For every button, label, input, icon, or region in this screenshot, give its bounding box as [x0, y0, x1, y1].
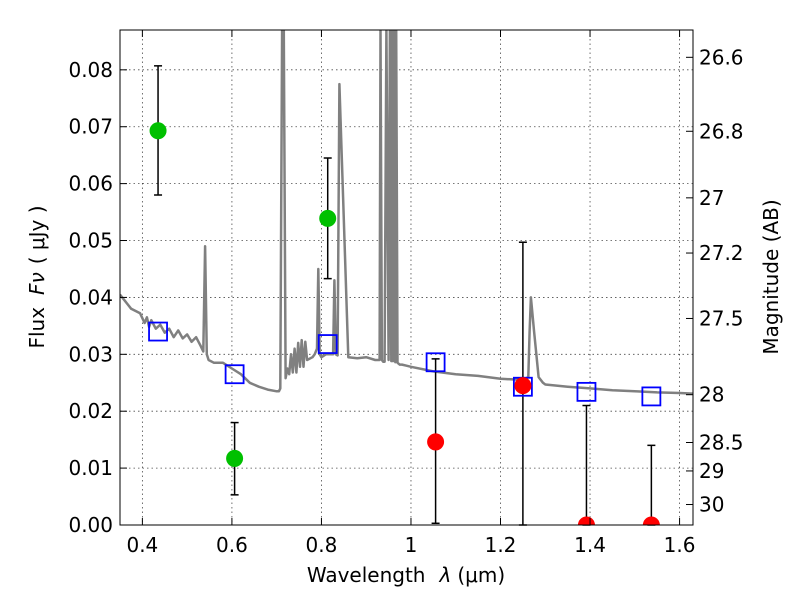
- right-tick-label: 28: [699, 383, 724, 407]
- y-tick-label: 0.02: [68, 399, 113, 423]
- x-tick-label: 0.6: [216, 533, 248, 557]
- x-tick-label: 1.4: [574, 533, 606, 557]
- x-tick-labels: 0.4 0.6 0.8 1 1.2 1.4 1.6: [126, 533, 695, 557]
- model-band-square: [317, 334, 338, 354]
- y-tick-label: 0.07: [68, 115, 113, 139]
- right-tick-label: 30: [699, 493, 724, 517]
- y-axis-label: FluxFν( μJy ): [25, 205, 49, 348]
- x-axis-label: Wavelength λ (μm): [307, 563, 505, 587]
- right-axis-label: Magnitude (AB): [759, 199, 783, 354]
- detection-point: [319, 209, 337, 227]
- right-tick-label: 29: [699, 459, 724, 483]
- x-tick-label: 1: [405, 533, 418, 557]
- y-tick-label: 0.04: [68, 285, 113, 309]
- model-band-square: [641, 386, 662, 407]
- right-tick-label: 27.5: [699, 306, 744, 330]
- y-tick-label: 0.05: [68, 229, 113, 253]
- observed-flux-layer: [149, 122, 660, 525]
- right-tick-label: 27.2: [699, 241, 744, 265]
- nondetection-point: [514, 377, 532, 395]
- model-sed-layer: [120, 30, 693, 395]
- right-tick-label: 27: [699, 186, 724, 210]
- axis-ticks: [120, 30, 693, 526]
- x-tick-label: 0.8: [306, 533, 338, 557]
- right-tick-labels: 26.6 26.8 27 27.2 27.5 28 28.5 29 30: [699, 45, 744, 516]
- right-tick-label: 26.8: [699, 119, 744, 143]
- model-band-square: [576, 381, 597, 402]
- detection-point: [226, 449, 244, 467]
- nondetection-point: [642, 516, 660, 525]
- right-tick-label: 26.6: [699, 45, 744, 69]
- model-band-square: [148, 321, 168, 342]
- y-tick-label: 0.08: [68, 58, 113, 82]
- x-tick-label: 1.6: [664, 533, 696, 557]
- y-tick-label: 0.00: [68, 513, 113, 537]
- detection-point: [149, 122, 167, 140]
- y-tick-label: 0.06: [68, 172, 113, 196]
- y-tick-label: 0.03: [68, 342, 113, 366]
- model-sed-line: [120, 30, 693, 395]
- x-tick-label: 1.2: [485, 533, 517, 557]
- model-band-square: [425, 352, 446, 373]
- x-tick-label: 0.4: [126, 533, 158, 557]
- nondetection-point: [427, 433, 445, 451]
- plot-frame: [119, 29, 694, 526]
- right-tick-label: 28.5: [699, 431, 744, 455]
- model-band-square: [224, 364, 245, 385]
- y-tick-labels: 0.00 0.01 0.02 0.03 0.04 0.05 0.06 0.07 0.08: [68, 58, 113, 537]
- y-tick-label: 0.01: [68, 456, 113, 480]
